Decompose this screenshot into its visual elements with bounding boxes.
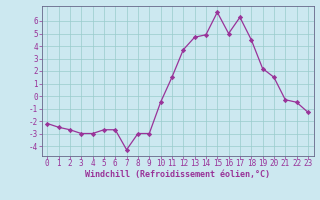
X-axis label: Windchill (Refroidissement éolien,°C): Windchill (Refroidissement éolien,°C): [85, 170, 270, 179]
